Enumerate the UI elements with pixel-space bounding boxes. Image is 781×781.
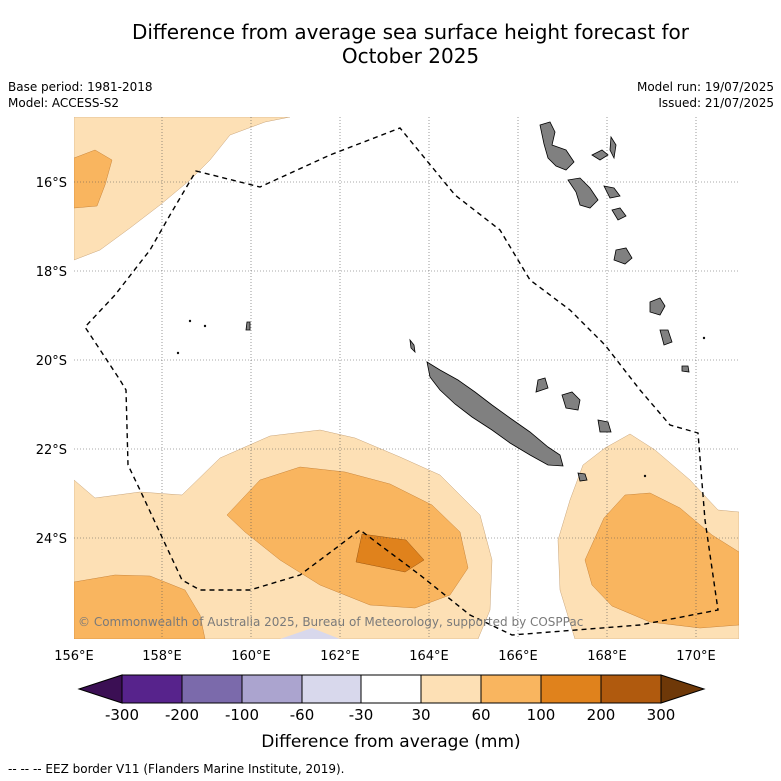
y-tick-label: 18°S (36, 265, 67, 280)
contour-60-100-southwest (226, 466, 469, 609)
x-tick-label: 156°E (54, 649, 94, 664)
colorbar-tick-label: 300 (647, 706, 676, 724)
tiga-island (535, 377, 549, 393)
colorbar-segment (121, 674, 183, 704)
colorbar-extend-high (660, 674, 706, 704)
base-period: Base period: 1981-2018 (8, 80, 153, 94)
x-axis-labels: 156°E 158°E 160°E 162°E 164°E 166°E 168°… (54, 649, 716, 664)
colorbar-segment (181, 674, 243, 704)
efate-island (613, 247, 633, 265)
lifou-island (597, 419, 612, 433)
colorbar-tick-label: -300 (105, 706, 139, 724)
contour-60-100-northwest (74, 149, 113, 209)
contour-60-100-corner (74, 574, 206, 639)
colorbar-segment (360, 674, 422, 704)
meta-left: Base period: 1981-2018 Model: ACCESS-S2 (8, 79, 153, 111)
issued-date: Issued: 21/07/2025 (658, 96, 774, 110)
colorbar-segment (600, 674, 662, 704)
colorbar-tick-label: -200 (165, 706, 199, 724)
colorbar-title: Difference from average (mm) (261, 732, 520, 752)
y-tick-label: 16°S (36, 176, 67, 191)
malakula-island (567, 177, 599, 209)
x-tick-label: 168°E (587, 649, 627, 664)
erromango-island (649, 297, 666, 316)
map-panel: © Commonwealth of Australia 2025, Bureau… (74, 117, 739, 639)
colorbar-tick-label: -100 (225, 706, 259, 724)
x-tick-label: 162°E (320, 649, 360, 664)
colorbar-tick-label: 200 (587, 706, 616, 724)
epi-island (611, 207, 627, 221)
chesterfield-islands (245, 321, 251, 331)
small-islet (702, 336, 706, 340)
meta-right: Model run: 19/07/2025 Issued: 21/07/2025 (637, 79, 774, 111)
vanuatu-pentecost-island (609, 135, 617, 160)
small-islet (188, 319, 192, 323)
aneityum-island (681, 365, 690, 373)
y-axis-labels: 16°S 18°S 20°S 22°S 24°S (36, 176, 67, 547)
model-run: Model run: 19/07/2025 (636, 80, 774, 94)
colorbar (77, 674, 706, 704)
x-tick-label: 170°E (676, 649, 716, 664)
contour-100-200-southwest (355, 533, 425, 573)
y-tick-label: 22°S (36, 443, 67, 458)
eez-footnote: -- -- -- EEZ border V11 (Flanders Marine… (8, 762, 345, 776)
colorbar-segment (480, 674, 542, 704)
eez-border (84, 127, 719, 636)
title-line-1: Difference from average sea surface heig… (131, 20, 690, 44)
surprise-island (409, 338, 416, 354)
small-islet (203, 324, 207, 328)
graticule (74, 117, 739, 639)
colorbar-segment (540, 674, 602, 704)
walpole-island (577, 472, 588, 482)
espiritu-santo-island (539, 121, 575, 171)
colorbar-tick-label: 100 (527, 706, 556, 724)
land (176, 121, 706, 482)
colorbar-segment (301, 674, 362, 704)
copyright-text: © Commonwealth of Australia 2025, Bureau… (78, 615, 583, 629)
colorbar-extend-low (77, 674, 123, 704)
x-tick-label: 164°E (409, 649, 449, 664)
map-title: Difference from average sea surface heig… (0, 20, 781, 68)
small-islet (643, 474, 647, 478)
colorbar-tick-label: 60 (471, 706, 490, 724)
contour-minus-30-south (280, 628, 340, 639)
contour-60-100-southeast (584, 492, 739, 629)
x-tick-label: 158°E (142, 649, 182, 664)
colorbar-segment (420, 674, 482, 704)
mare-island (561, 391, 581, 411)
colorbar-tick-label: -60 (290, 706, 315, 724)
new-caledonia-main-island (426, 361, 564, 467)
model-name: Model: ACCESS-S2 (8, 96, 120, 110)
colorbar-tick-label: 30 (411, 706, 430, 724)
y-tick-label: 20°S (36, 354, 67, 369)
x-tick-label: 160°E (231, 649, 271, 664)
colorbar-labels: -300 -200 -100 -60 -30 30 60 100 200 300 (105, 706, 675, 724)
title-line-2: October 2025 (341, 44, 480, 68)
tanna-island (659, 329, 673, 346)
colorbar-tick-label: -30 (349, 706, 374, 724)
colorbar-segment (241, 674, 303, 704)
vanuatu-maewo-island (591, 149, 609, 161)
contour-30-60-northwest (74, 117, 291, 261)
y-tick-label: 24°S (36, 532, 67, 547)
x-tick-label: 166°E (498, 649, 538, 664)
small-islet (176, 351, 180, 355)
ambrym-island (603, 185, 621, 199)
